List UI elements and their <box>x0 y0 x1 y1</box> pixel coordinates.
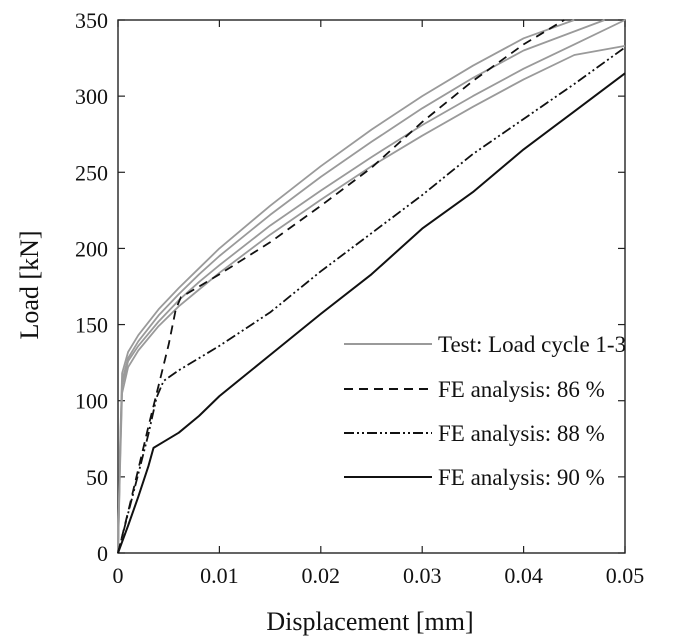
x-tick-label: 0.03 <box>403 563 442 588</box>
y-tick-label: 0 <box>97 541 108 566</box>
y-axis-label: Load [kN] <box>15 230 44 339</box>
x-tick-label: 0.05 <box>606 563 645 588</box>
y-tick-label: 300 <box>75 84 108 109</box>
y-tick-label: 250 <box>75 160 108 185</box>
y-tick-label: 50 <box>86 465 108 490</box>
x-tick-label: 0.01 <box>200 563 239 588</box>
x-axis-label: Displacement [mm] <box>266 607 473 636</box>
legend-label-2: FE analysis: 88 % <box>438 421 605 446</box>
y-tick-label: 350 <box>75 8 108 33</box>
series-line-5 <box>117 46 626 554</box>
legend: Test: Load cycle 1-3 FE analysis: 86 % FE … <box>344 332 626 490</box>
series-line-6 <box>117 72 626 554</box>
series-line-1 <box>117 19 606 554</box>
plot-series <box>117 19 626 554</box>
legend-label-0: Test: Load cycle 1-3 <box>438 332 626 357</box>
axes: 0 0.01 0.02 0.03 0.04 0.05 0 50 100 150 200 250 300 3… <box>75 8 644 588</box>
y-tick-label: 150 <box>75 313 108 338</box>
y-tick-label: 200 <box>75 236 108 261</box>
legend-label-1: FE analysis: 86 % <box>438 377 605 402</box>
x-tick-label: 0 <box>113 563 124 588</box>
series-line-2 <box>117 45 626 554</box>
x-tick-label: 0.04 <box>504 563 543 588</box>
legend-label-3: FE analysis: 90 % <box>438 465 605 490</box>
plot-frame <box>117 19 626 554</box>
series-line-3 <box>117 19 575 554</box>
y-tick-label: 100 <box>75 389 108 414</box>
x-tick-label: 0.02 <box>302 563 341 588</box>
